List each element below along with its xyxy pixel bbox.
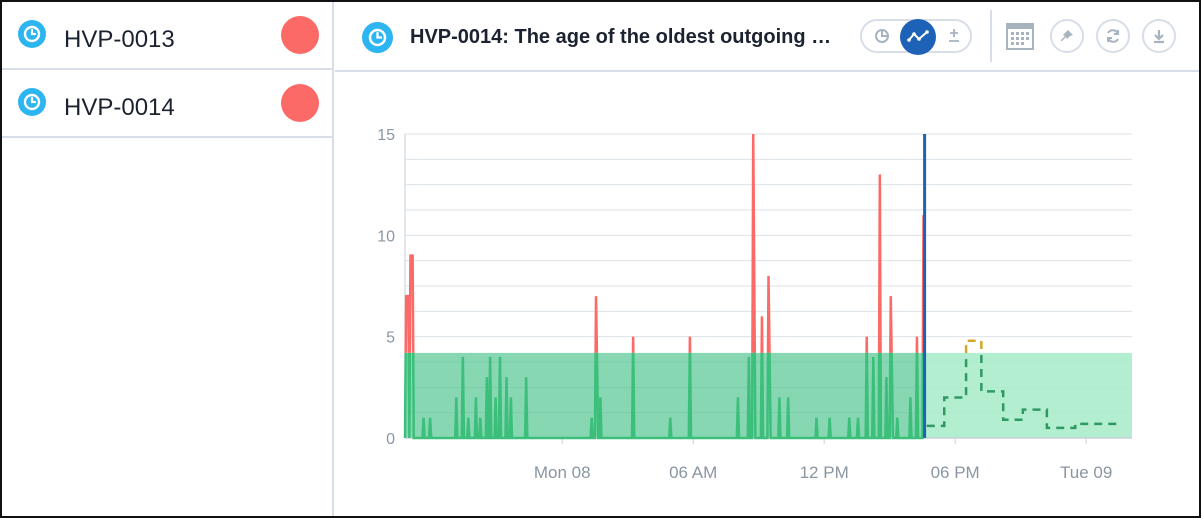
list-item-label: HVP-0014 [64,94,175,121]
list-item-hvp-0014[interactable]: HVP-0014 [2,70,332,138]
list-item-hvp-0013[interactable]: HVP-0013 [2,2,332,70]
x-tick-label: 06 AM [669,463,717,482]
line-chart-button[interactable] [900,19,936,55]
series-line-normal [403,352,926,440]
clock-icon [362,22,393,53]
line-chart-icon [907,30,929,42]
page-title: HVP-0014: The age of the oldest outgoing… [410,26,832,48]
clock-icon [18,20,46,48]
status-dot [281,84,319,122]
download-button[interactable] [1142,19,1176,53]
chart-area: 0 5 10 15 Mon 08 06 AM 12 PM 06 PM Tue 09 [335,72,1199,516]
y-tick-label: 5 [386,330,395,347]
view-toggle [860,19,972,55]
x-tick-label: Mon 08 [534,463,591,482]
y-tick-label: 15 [377,127,395,144]
toolbar-divider [990,10,992,62]
pin-icon [1061,30,1073,41]
status-dot [281,16,319,54]
x-tick-label: 12 PM [800,463,849,482]
x-tick-label: Tue 09 [1060,463,1112,482]
forecast-line-normal [926,352,1122,430]
pin-button[interactable] [1050,19,1084,53]
age-chart: 0 5 10 15 Mon 08 06 AM 12 PM 06 PM Tue 09 [377,127,1132,482]
calendar-icon[interactable] [1006,20,1034,50]
clock-icon [18,88,46,116]
pie-chart-icon[interactable] [864,21,900,51]
refresh-icon [1107,29,1119,43]
threshold-band-past [405,352,925,438]
plus-minus-icon[interactable] [936,21,972,51]
refresh-button[interactable] [1096,19,1130,53]
download-icon [1154,30,1164,44]
y-tick-label: 10 [377,228,395,245]
y-tick-label: 0 [386,431,395,448]
list-item-label: HVP-0013 [64,26,175,53]
x-tick-label: 06 PM [931,463,980,482]
detail-panel: HVP-0014: The age of the oldest outgoing… [335,2,1199,516]
detail-header: HVP-0014: The age of the oldest outgoing… [335,2,1199,72]
threshold-band-forecast [924,352,1132,438]
item-list: HVP-0013 HVP-0014 [2,2,334,516]
